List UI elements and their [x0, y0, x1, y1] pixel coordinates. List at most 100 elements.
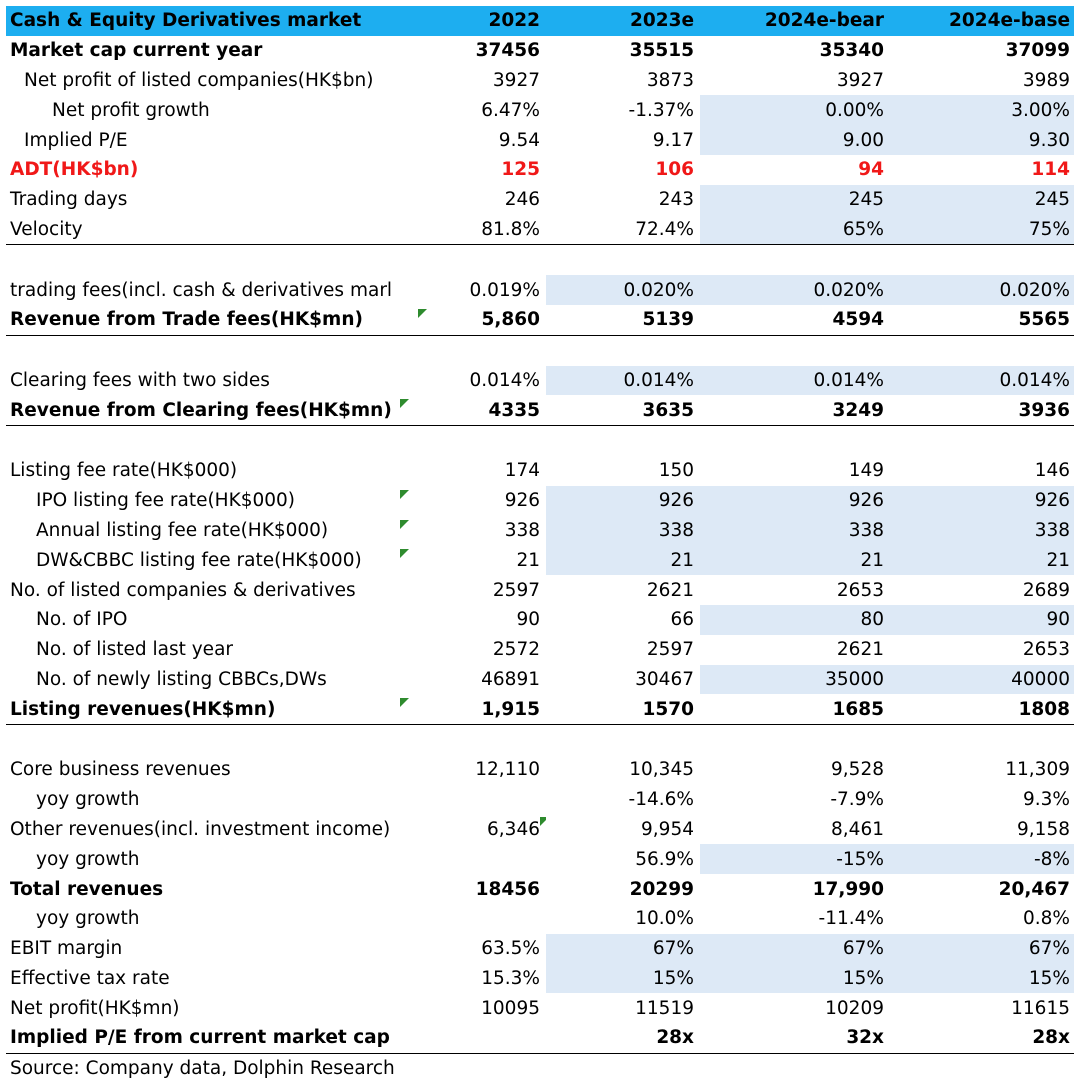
row-label: DW&CBBC listing fee rate(HK$000)	[6, 545, 414, 575]
value-2022: 9.54	[498, 129, 540, 151]
value-2022	[414, 904, 546, 934]
value-2022: 6.47%	[481, 99, 540, 121]
row-net-profit-listed: Net profit of listed companies(HK$bn) 39…	[6, 66, 1074, 96]
comment-marker-icon[interactable]	[400, 489, 409, 499]
value-2023e: 1570	[642, 698, 695, 720]
comment-marker-icon[interactable]	[400, 549, 409, 559]
value-2024e-bear[interactable]: 67%	[700, 933, 892, 964]
row-label: yoy growth	[36, 908, 140, 930]
value-2024e-bear: 4594	[832, 309, 885, 331]
row-label: yoy growth	[36, 789, 140, 811]
value-2024e-bear[interactable]: 926	[700, 485, 892, 516]
value-2022: 12,110	[475, 759, 540, 781]
value-2023e[interactable]: 926	[546, 485, 700, 516]
header-row: Cash & Equity Derivatives market 2022 20…	[6, 6, 1074, 36]
value-2022: 6,346	[414, 815, 546, 845]
value-2022: 63.5%	[481, 938, 540, 960]
value-2024e-base[interactable]: 3.00%	[892, 95, 1074, 126]
value-2024e-bear[interactable]: -15%	[700, 844, 892, 875]
row-label: No. of IPO	[36, 609, 128, 631]
value-2024e-base: 1808	[1018, 698, 1071, 720]
value-2024e-bear[interactable]: 0.020%	[700, 275, 892, 305]
value-2024e-bear[interactable]: 15%	[700, 963, 892, 994]
value-2024e-base[interactable]: 338	[892, 515, 1074, 546]
row-no-listed-last-year: No. of listed last year 2572 2597 2621 2…	[6, 635, 1074, 665]
comment-marker-icon[interactable]	[418, 308, 427, 318]
comment-marker-icon[interactable]	[400, 519, 409, 529]
source-note: Source: Company data, Dolphin Research	[10, 1058, 395, 1080]
header-col-2022: 2022	[488, 10, 541, 32]
row-adt: ADT(HK$bn) 125 106 94 114	[6, 155, 1074, 185]
value-2024e-base: 2653	[1022, 639, 1070, 661]
row-label: Revenue from Trade fees(HK$mn)	[10, 309, 363, 331]
value-2024e-base[interactable]: -8%	[892, 844, 1074, 875]
value-2024e-base: 3989	[1022, 69, 1070, 91]
value-2023e: 56.9%	[635, 848, 694, 870]
value-2023e: 9.17	[652, 129, 694, 151]
value-2024e-base[interactable]: 926	[892, 485, 1074, 516]
row-label: Net profit(HK$mn)	[10, 997, 180, 1019]
value-2024e-base[interactable]: 0.020%	[892, 275, 1074, 305]
value-2024e-bear[interactable]: 65%	[700, 214, 892, 245]
value-2022: 4335	[488, 399, 541, 421]
value-2022: 174	[504, 460, 540, 482]
comment-marker-icon[interactable]	[540, 816, 546, 826]
row-trading-days: Trading days 246 243 245 245	[6, 184, 1074, 215]
comment-marker-icon[interactable]	[400, 698, 409, 708]
value-2022	[414, 1023, 546, 1053]
value-2023e[interactable]: 15%	[546, 963, 700, 994]
value-2024e-bear[interactable]: 338	[700, 515, 892, 546]
value-2024e-bear[interactable]: 245	[700, 184, 892, 215]
spacer-row	[6, 336, 1074, 366]
value-2023e: 72.4%	[635, 218, 694, 240]
spacer-row	[6, 245, 1074, 275]
row-label: ADT(HK$bn)	[10, 159, 139, 181]
value-2024e-base[interactable]: 21	[892, 545, 1074, 576]
value-2024e-bear: -7.9%	[830, 789, 884, 811]
comment-marker-icon[interactable]	[400, 399, 409, 409]
value-2024e-bear[interactable]: 35000	[700, 664, 892, 695]
value-2024e-bear[interactable]: 0.014%	[700, 365, 892, 396]
value-2024e-base[interactable]: 15%	[892, 963, 1074, 994]
value-2024e-base: 114	[1031, 159, 1070, 181]
value-2024e-base[interactable]: 90	[892, 604, 1074, 635]
row-clearing-fees: Clearing fees with two sides 0.014% 0.01…	[6, 365, 1074, 396]
value-2024e-bear[interactable]: 0.00%	[700, 95, 892, 126]
value-2023e: -14.6%	[628, 789, 694, 811]
value-2024e-base: 20,467	[998, 878, 1070, 900]
value-2023e[interactable]: 67%	[546, 933, 700, 964]
value-2024e-base[interactable]: 0.014%	[892, 365, 1074, 396]
value-2023e: 3873	[646, 69, 694, 91]
value-2023e: 10.0%	[635, 908, 694, 930]
value-2022: 18456	[475, 878, 540, 900]
value-2022: 81.8%	[481, 218, 540, 240]
value-2024e-base[interactable]: 67%	[892, 933, 1074, 964]
row-label: Net profit growth	[52, 99, 210, 121]
row-listing-fee-rate: Listing fee rate(HK$000) 174 150 149 146	[6, 456, 1074, 486]
value-2023e: 2621	[646, 579, 694, 601]
value-2024e-bear[interactable]: 80	[700, 604, 892, 635]
value-2024e-base: 2689	[1022, 579, 1070, 601]
row-label: Annual listing fee rate(HK$000)	[6, 516, 414, 546]
value-2024e-bear[interactable]: 9.00	[700, 125, 892, 155]
value-2022: 46891	[481, 668, 540, 690]
value-2024e-base[interactable]: 9.30	[892, 125, 1074, 155]
value-2024e-bear: 9,528	[831, 759, 884, 781]
value-2024e-base[interactable]: 245	[892, 184, 1074, 215]
value-2022: 90	[516, 609, 540, 631]
value-2024e-base[interactable]: 75%	[892, 214, 1074, 245]
value-2024e-base[interactable]: 40000	[892, 664, 1074, 695]
row-core-revenues: Core business revenues 12,110 10,345 9,5…	[6, 755, 1074, 785]
value-2024e-base: 11,309	[1005, 759, 1070, 781]
value-2023e[interactable]: 0.014%	[546, 365, 700, 396]
value-2023e[interactable]: 338	[546, 515, 700, 546]
value-2024e-bear: 1685	[832, 698, 885, 720]
value-2024e-base: 3936	[1018, 399, 1071, 421]
value-2022: 3927	[492, 69, 540, 91]
value-2023e[interactable]: 21	[546, 545, 700, 576]
value-2024e-bear[interactable]: 21	[700, 545, 892, 576]
value-2023e[interactable]: 0.020%	[546, 275, 700, 305]
row-label: Implied P/E	[24, 129, 128, 151]
value-2023e: 20299	[629, 878, 694, 900]
row-annual-listing-fee: Annual listing fee rate(HK$000) 338 338 …	[6, 515, 1074, 546]
